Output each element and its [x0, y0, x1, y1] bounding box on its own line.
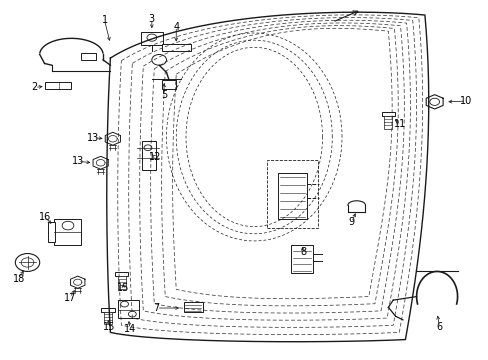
Text: 16: 16 — [39, 212, 51, 221]
Text: 11: 11 — [394, 120, 406, 129]
Bar — [81, 53, 96, 60]
Text: 14: 14 — [123, 324, 136, 334]
Text: 18: 18 — [13, 274, 25, 284]
Text: 12: 12 — [148, 152, 161, 162]
Bar — [291, 244, 312, 273]
Text: 7: 7 — [153, 303, 160, 313]
Bar — [101, 307, 115, 312]
Bar — [142, 141, 156, 170]
Text: 6: 6 — [436, 322, 442, 332]
Bar — [266, 160, 317, 228]
Text: 2: 2 — [32, 82, 38, 93]
Text: 17: 17 — [63, 293, 76, 303]
Text: 3: 3 — [148, 14, 155, 24]
Circle shape — [62, 221, 74, 230]
Circle shape — [121, 301, 128, 307]
Bar — [161, 80, 176, 89]
Bar — [118, 301, 139, 318]
Bar — [44, 82, 71, 89]
Text: 13: 13 — [87, 133, 99, 143]
Bar — [277, 173, 306, 220]
Text: 10: 10 — [459, 96, 471, 106]
Text: 13: 13 — [71, 156, 83, 166]
Bar — [384, 116, 392, 129]
Text: 1: 1 — [102, 15, 107, 26]
Circle shape — [144, 145, 152, 150]
Bar — [161, 44, 190, 51]
Text: 4: 4 — [173, 22, 179, 32]
Bar — [103, 312, 112, 324]
Circle shape — [429, 98, 439, 105]
Bar — [381, 112, 394, 116]
Bar — [48, 222, 55, 242]
Text: 15: 15 — [117, 283, 129, 293]
Circle shape — [147, 34, 157, 41]
Bar — [115, 272, 128, 276]
Circle shape — [15, 253, 40, 271]
Bar — [141, 32, 162, 45]
Circle shape — [152, 54, 166, 65]
Text: 5: 5 — [161, 90, 167, 100]
Text: 9: 9 — [348, 217, 354, 227]
Text: 8: 8 — [299, 247, 305, 257]
Bar — [117, 276, 125, 289]
Bar — [54, 220, 81, 244]
Circle shape — [128, 311, 136, 317]
Bar — [183, 302, 203, 312]
Text: 15: 15 — [102, 322, 115, 332]
